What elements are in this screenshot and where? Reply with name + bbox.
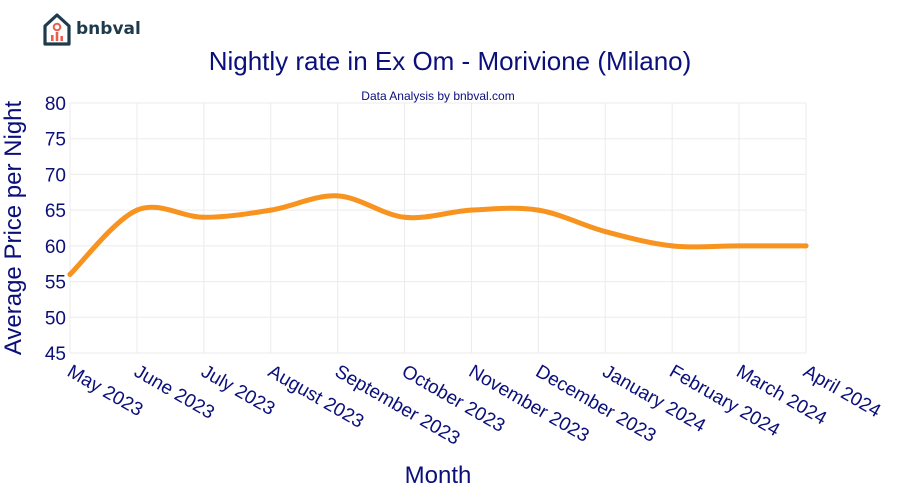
x-tick-label: May 2023	[64, 361, 147, 421]
brand-logo: bnbval	[42, 12, 141, 46]
data-point	[201, 214, 207, 220]
data-point	[669, 243, 675, 249]
data-point	[335, 193, 341, 199]
y-axis-title: Average Price per Night	[0, 100, 27, 355]
data-point	[67, 271, 73, 277]
data-point	[803, 243, 809, 249]
grid	[69, 102, 807, 354]
house-chart-icon	[43, 13, 71, 46]
series-layer	[67, 193, 809, 277]
data-point	[736, 243, 742, 249]
y-tick-label: 50	[45, 308, 66, 329]
data-point	[402, 214, 408, 220]
data-point	[268, 207, 274, 213]
x-axis-title: Month	[405, 462, 472, 489]
y-axis-ticks: 45 50 55 60 65 70 75 80	[45, 94, 66, 365]
series-line	[67, 193, 809, 277]
y-tick-label: 70	[45, 165, 66, 186]
data-point	[468, 207, 474, 213]
y-tick-label: 80	[45, 94, 66, 115]
y-tick-label: 65	[45, 201, 66, 222]
y-tick-label: 45	[45, 344, 66, 365]
data-point	[134, 207, 140, 213]
y-tick-label: 60	[45, 237, 66, 258]
y-tick-label: 75	[45, 130, 66, 151]
data-point	[602, 229, 608, 235]
y-tick-label: 55	[45, 273, 66, 294]
brand-name: bnbval	[76, 19, 141, 39]
data-point	[535, 207, 541, 213]
chart-title: Nightly rate in Ex Om - Morivione (Milan…	[209, 46, 692, 76]
chart-subtitle: Data Analysis by bnbval.com	[361, 89, 514, 103]
